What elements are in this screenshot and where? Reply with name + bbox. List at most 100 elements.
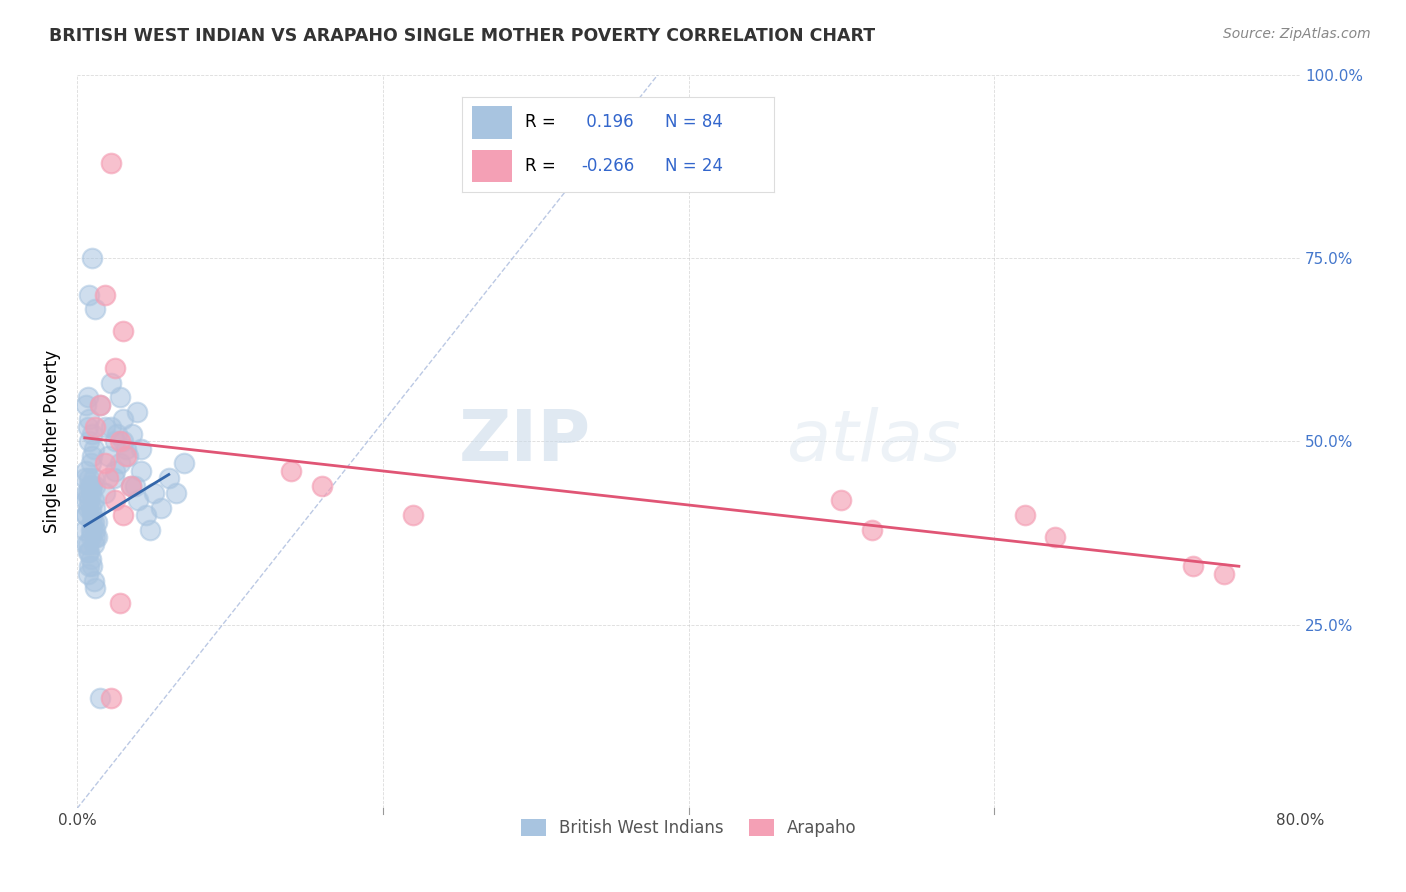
Point — [111, 434, 134, 449]
Text: atlas: atlas — [786, 407, 962, 476]
Point — [84, 419, 107, 434]
Point — [75, 486, 97, 500]
Point — [80, 523, 103, 537]
Point — [84, 302, 107, 317]
Point — [1014, 508, 1036, 522]
Point — [75, 537, 97, 551]
Point — [84, 523, 107, 537]
Point — [83, 493, 105, 508]
Point — [73, 523, 96, 537]
Point — [84, 530, 107, 544]
Point — [142, 486, 165, 500]
Point — [83, 574, 105, 588]
Point — [100, 155, 122, 169]
Point — [84, 581, 107, 595]
Point — [86, 515, 108, 529]
Point — [830, 493, 852, 508]
Point — [80, 530, 103, 544]
Point — [104, 493, 127, 508]
Point — [84, 478, 107, 492]
Point — [79, 493, 101, 508]
Point — [84, 500, 107, 515]
Text: BRITISH WEST INDIAN VS ARAPAHO SINGLE MOTHER POVERTY CORRELATION CHART: BRITISH WEST INDIAN VS ARAPAHO SINGLE MO… — [49, 27, 876, 45]
Point — [1045, 530, 1067, 544]
Point — [1182, 559, 1205, 574]
Point — [80, 500, 103, 515]
Point — [115, 449, 138, 463]
Point — [93, 486, 115, 500]
Point — [75, 508, 97, 522]
Point — [82, 449, 104, 463]
Point — [79, 471, 101, 485]
Point — [135, 508, 157, 522]
Point — [173, 457, 195, 471]
Point — [139, 523, 162, 537]
Point — [76, 544, 98, 558]
Point — [82, 427, 104, 442]
Point — [82, 515, 104, 529]
Point — [129, 442, 152, 456]
Point — [76, 419, 98, 434]
Point — [89, 691, 111, 706]
Point — [103, 471, 125, 485]
Point — [115, 442, 138, 456]
Point — [79, 412, 101, 426]
Point — [82, 559, 104, 574]
Point — [79, 559, 101, 574]
Point — [108, 434, 131, 449]
Point — [76, 566, 98, 581]
Point — [108, 596, 131, 610]
Point — [124, 478, 146, 492]
Point — [75, 398, 97, 412]
Point — [83, 515, 105, 529]
Point — [104, 434, 127, 449]
Point — [83, 442, 105, 456]
Point — [89, 398, 111, 412]
Point — [82, 508, 104, 522]
Point — [100, 691, 122, 706]
Point — [83, 537, 105, 551]
Legend: British West Indians, Arapaho: British West Indians, Arapaho — [515, 813, 863, 844]
Point — [76, 537, 98, 551]
Point — [104, 361, 127, 376]
Point — [76, 391, 98, 405]
Text: ZIP: ZIP — [458, 407, 591, 476]
Y-axis label: Single Mother Poverty: Single Mother Poverty — [44, 350, 60, 533]
Point — [120, 478, 142, 492]
Point — [100, 419, 122, 434]
Point — [108, 457, 131, 471]
Text: Source: ZipAtlas.com: Source: ZipAtlas.com — [1223, 27, 1371, 41]
Point — [93, 457, 115, 471]
Point — [82, 251, 104, 265]
Point — [80, 486, 103, 500]
Point — [73, 471, 96, 485]
Point — [83, 471, 105, 485]
Point — [121, 427, 143, 442]
Point — [79, 434, 101, 449]
Point — [125, 405, 148, 419]
Point — [311, 478, 333, 492]
Point — [80, 478, 103, 492]
Point — [280, 464, 302, 478]
Point — [150, 500, 173, 515]
Point — [93, 287, 115, 301]
Point — [157, 471, 180, 485]
Point — [79, 544, 101, 558]
Point — [108, 391, 131, 405]
Point — [82, 523, 104, 537]
Point — [80, 552, 103, 566]
Point — [402, 508, 425, 522]
Point — [120, 478, 142, 492]
Point — [75, 493, 97, 508]
Point — [111, 508, 134, 522]
Point — [166, 486, 188, 500]
Point — [111, 412, 134, 426]
Point — [76, 486, 98, 500]
Point — [104, 464, 127, 478]
Point — [86, 530, 108, 544]
Point — [100, 376, 122, 390]
Point — [127, 493, 149, 508]
Point — [117, 449, 139, 463]
Point — [93, 419, 115, 434]
Point — [111, 325, 134, 339]
